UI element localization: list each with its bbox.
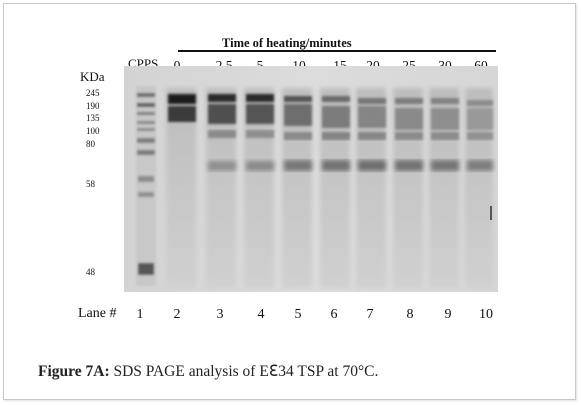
lane-number: 1 bbox=[136, 307, 144, 322]
high-mw-bands bbox=[168, 94, 493, 130]
mid-bands bbox=[208, 130, 493, 140]
sds-page-gel-image bbox=[124, 66, 498, 292]
heating-time-heading: Time of heating/minutes bbox=[222, 36, 352, 50]
mw-marker: 190 bbox=[86, 101, 100, 111]
heading-underline bbox=[178, 50, 496, 52]
caption-text: SDS PAGE analysis of Eℇ34 TSP at 70°C. bbox=[109, 363, 379, 380]
lane-number: 2 bbox=[173, 307, 181, 322]
mw-marker: 48 bbox=[86, 267, 95, 277]
mw-marker: 58 bbox=[86, 179, 95, 189]
unit-label: KDa bbox=[80, 69, 105, 84]
mw-marker: 245 bbox=[86, 88, 100, 98]
low-mw-bands bbox=[208, 160, 493, 171]
figure-frame bbox=[3, 3, 576, 400]
mw-marker: 80 bbox=[86, 139, 95, 149]
mw-marker: 100 bbox=[86, 126, 100, 136]
time-label: 5 bbox=[256, 58, 264, 73]
time-label: 0 bbox=[173, 58, 181, 73]
lane-number: 6 bbox=[330, 307, 338, 322]
lane-number: 4 bbox=[257, 307, 265, 322]
lane-number: 5 bbox=[294, 307, 302, 322]
lane-number: 3 bbox=[216, 307, 224, 322]
mw-marker: 135 bbox=[86, 113, 100, 123]
lane-number: 8 bbox=[406, 307, 414, 322]
caption-label: Figure 7A: bbox=[38, 363, 110, 380]
lane-number: 10 bbox=[479, 307, 493, 322]
lane-number: 7 bbox=[366, 307, 374, 322]
figure-caption: Figure 7A: SDS PAGE analysis of Eℇ34 TSP… bbox=[38, 362, 378, 381]
lane-number: 9 bbox=[444, 307, 452, 322]
marker-lane bbox=[136, 86, 156, 286]
lane-heading: Lane # bbox=[78, 306, 117, 321]
